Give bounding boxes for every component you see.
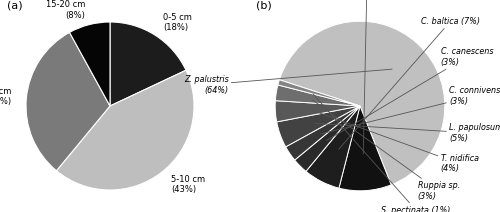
Wedge shape bbox=[280, 21, 445, 185]
Wedge shape bbox=[275, 101, 360, 122]
Wedge shape bbox=[339, 106, 391, 191]
Wedge shape bbox=[110, 22, 186, 106]
Wedge shape bbox=[276, 85, 360, 106]
Wedge shape bbox=[306, 106, 360, 188]
Text: T. nidifica
(4%): T. nidifica (4%) bbox=[312, 110, 478, 173]
Wedge shape bbox=[286, 106, 360, 160]
Text: C. aspera (10%): C. aspera (10%) bbox=[334, 0, 399, 154]
Text: C. canescens
(3%): C. canescens (3%) bbox=[326, 47, 493, 141]
Wedge shape bbox=[294, 106, 360, 171]
Text: (b): (b) bbox=[256, 0, 272, 10]
Text: L. papulosum
(5%): L. papulosum (5%) bbox=[315, 123, 500, 143]
Text: C. baltica (7%): C. baltica (7%) bbox=[338, 17, 480, 149]
Text: 10-15 cm
(31%): 10-15 cm (31%) bbox=[0, 87, 12, 106]
Text: 0-5 cm
(18%): 0-5 cm (18%) bbox=[163, 13, 192, 32]
Wedge shape bbox=[26, 32, 110, 171]
Text: (a): (a) bbox=[7, 1, 22, 11]
Wedge shape bbox=[56, 70, 194, 190]
Wedge shape bbox=[276, 106, 360, 147]
Text: S. pectinata (1%): S. pectinata (1%) bbox=[313, 94, 450, 212]
Text: C. connivens
(3%): C. connivens (3%) bbox=[320, 86, 500, 134]
Wedge shape bbox=[278, 80, 360, 106]
Text: 5-10 cm
(43%): 5-10 cm (43%) bbox=[171, 175, 205, 194]
Text: Z. palustris
(64%): Z. palustris (64%) bbox=[184, 69, 392, 95]
Text: Ruppia sp.
(3%): Ruppia sp. (3%) bbox=[312, 100, 460, 201]
Wedge shape bbox=[70, 22, 110, 106]
Text: 15-20 cm
(8%): 15-20 cm (8%) bbox=[46, 0, 86, 20]
